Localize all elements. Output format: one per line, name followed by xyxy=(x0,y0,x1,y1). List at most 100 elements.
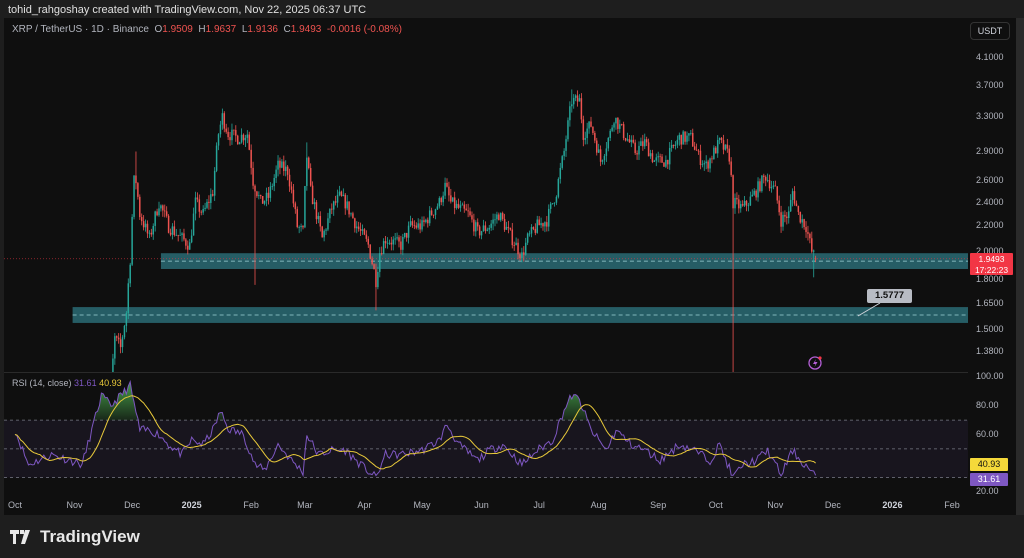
candle xyxy=(119,333,122,354)
candle xyxy=(233,129,235,136)
candle xyxy=(254,184,256,285)
candle xyxy=(755,189,757,201)
lightning-icon[interactable] xyxy=(808,356,822,370)
candle xyxy=(644,133,646,150)
change-value: -0.0016 (-0.08%) xyxy=(326,24,402,35)
price-axis-label: 1.5000 xyxy=(976,323,1004,334)
candle xyxy=(811,231,813,254)
candle xyxy=(678,132,681,146)
candle xyxy=(294,201,297,214)
candle xyxy=(348,201,350,218)
candle xyxy=(317,212,320,224)
candle xyxy=(716,135,719,158)
time-axis-label: Sep xyxy=(650,500,667,510)
candle xyxy=(181,232,183,242)
candle xyxy=(651,149,654,164)
rsi-overbought-fill xyxy=(15,381,816,421)
candle xyxy=(342,188,345,197)
tradingview-logo[interactable]: TradingView xyxy=(10,527,140,547)
candle xyxy=(455,200,458,210)
candle xyxy=(250,144,252,175)
candle xyxy=(799,211,802,224)
candle xyxy=(613,121,615,132)
candle xyxy=(127,278,130,320)
candle xyxy=(329,208,331,224)
candle xyxy=(542,222,544,231)
candle xyxy=(655,153,658,167)
candle xyxy=(475,220,477,237)
candle xyxy=(807,225,809,241)
candle xyxy=(469,207,471,217)
candle xyxy=(505,221,508,230)
candle xyxy=(288,168,291,192)
candle xyxy=(188,238,191,250)
symbol-name[interactable]: XRP / TetherUS · 1D · Binance xyxy=(12,24,149,35)
candle xyxy=(121,335,124,353)
candle xyxy=(338,185,341,197)
open-value: 1.9509 xyxy=(162,24,193,35)
candle xyxy=(636,150,638,160)
candle xyxy=(715,146,717,154)
rsi-axis-label: 80.00 xyxy=(976,399,999,410)
candle xyxy=(647,138,650,157)
currency-button[interactable]: USDT xyxy=(970,22,1010,40)
candle xyxy=(676,135,679,149)
candle xyxy=(672,144,675,149)
candle xyxy=(482,219,485,232)
candle xyxy=(622,121,625,141)
price-annotation-label[interactable]: 1.5777 xyxy=(867,289,912,303)
candle xyxy=(642,134,644,151)
candle xyxy=(653,159,656,163)
tradingview-logo-icon xyxy=(10,530,30,544)
candle xyxy=(144,219,147,232)
candle xyxy=(261,196,264,204)
candle xyxy=(467,203,469,218)
candle xyxy=(692,128,694,147)
candle xyxy=(404,232,406,239)
candle xyxy=(283,155,285,176)
candle xyxy=(419,219,421,234)
time-axis-label: May xyxy=(413,500,431,510)
candle xyxy=(471,211,473,223)
candle xyxy=(114,333,116,365)
candle xyxy=(478,224,481,239)
candle xyxy=(187,240,189,255)
candle xyxy=(313,198,316,210)
price-axis-label: 4.1000 xyxy=(976,52,1004,63)
candle xyxy=(185,238,187,250)
candle xyxy=(440,196,442,206)
candle xyxy=(701,160,704,168)
annotation-arrow xyxy=(857,302,881,317)
rsi-label[interactable]: RSI (14, close) xyxy=(12,378,72,388)
candle xyxy=(417,218,419,230)
candle xyxy=(273,174,275,192)
candle xyxy=(129,262,131,288)
candle xyxy=(225,123,227,134)
candle xyxy=(530,224,533,238)
candle xyxy=(175,228,178,236)
candle xyxy=(231,123,233,145)
candle xyxy=(240,128,243,144)
candle xyxy=(718,137,721,145)
candle xyxy=(198,194,201,218)
candle xyxy=(649,149,652,159)
rsi-ma-line xyxy=(14,395,816,470)
candle xyxy=(235,125,237,142)
candle xyxy=(720,137,723,144)
candle xyxy=(734,193,736,214)
candle xyxy=(549,201,552,214)
candle xyxy=(688,132,690,142)
candle xyxy=(588,121,590,134)
candle xyxy=(252,161,254,190)
high-value: 1.9637 xyxy=(205,24,237,35)
right-border xyxy=(1016,18,1024,515)
support-zone[interactable] xyxy=(72,307,968,323)
close-label: C xyxy=(283,24,291,35)
candle xyxy=(169,228,172,237)
support-zone[interactable] xyxy=(160,253,968,269)
candle xyxy=(442,191,444,207)
candle xyxy=(450,188,452,204)
rsi-legend: RSI (14, close) 31.61 40.93 xyxy=(12,378,122,388)
candle xyxy=(453,191,456,215)
